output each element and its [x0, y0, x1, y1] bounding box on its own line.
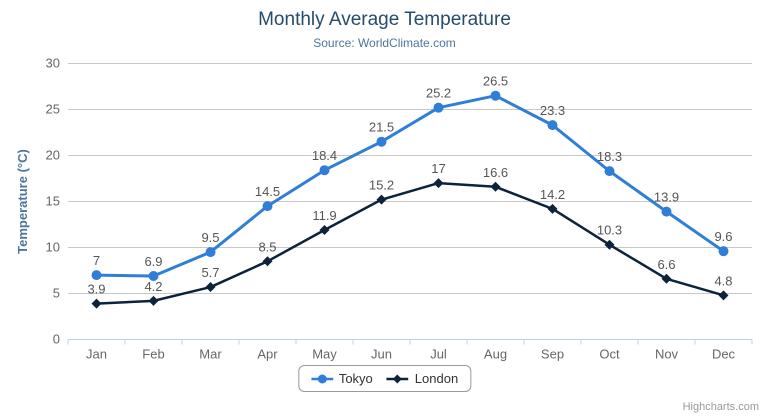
- data-label-point-tokyo-oct: 18.3: [597, 149, 622, 164]
- data-label-point-tokyo-aug: 26.5: [483, 74, 508, 89]
- point-tokyo-dec[interactable]: [718, 246, 729, 257]
- y-axis-label: 0: [53, 332, 60, 347]
- point-tokyo-may[interactable]: [319, 165, 330, 176]
- point-london-jun[interactable]: [376, 194, 387, 205]
- point-london-oct[interactable]: [604, 239, 615, 250]
- data-label-point-london-jul: 17: [431, 161, 445, 176]
- data-label-point-tokyo-sep: 23.3: [540, 103, 565, 118]
- data-label-point-london-may: 11.9: [312, 208, 336, 223]
- point-london-jan[interactable]: [91, 298, 102, 309]
- point-london-apr[interactable]: [262, 256, 273, 267]
- y-axis-label: 10: [46, 240, 60, 255]
- x-axis-label-sep: Sep: [541, 347, 564, 362]
- tokyo-series-marker-icon: [310, 373, 333, 385]
- y-axis-label: 15: [46, 194, 60, 209]
- point-tokyo-aug[interactable]: [490, 90, 501, 101]
- x-axis-label-jul: Jul: [430, 347, 447, 362]
- point-tokyo-jun[interactable]: [376, 136, 387, 147]
- point-london-feb[interactable]: [148, 295, 159, 306]
- point-london-jul[interactable]: [433, 178, 444, 189]
- series-london: 3.9 4.2 5.7 8.5 11.9 15.2 17 16.6 14.2 10.3 6.6 4.8: [87, 161, 733, 309]
- y-axis-labels: 0 5 10 15 20 25 30: [46, 56, 60, 347]
- point-london-nov[interactable]: [661, 273, 672, 284]
- data-label-point-tokyo-mar: 9.5: [201, 230, 219, 245]
- point-tokyo-oct[interactable]: [604, 166, 615, 177]
- x-axis-label-nov: Nov: [655, 347, 679, 362]
- data-label-point-tokyo-dec: 9.6: [714, 229, 732, 244]
- data-label-point-tokyo-jan: 7: [93, 253, 100, 268]
- y-axis-title: Temperature (°C): [15, 149, 30, 254]
- x-axis-label-apr: Apr: [257, 347, 278, 362]
- data-label-point-london-feb: 4.2: [144, 279, 162, 294]
- chart-subtitle: Source: WorldClimate.com: [313, 36, 456, 50]
- point-london-dec[interactable]: [718, 290, 729, 301]
- y-axis-label: 20: [46, 148, 60, 163]
- x-axis-label-dec: Dec: [712, 347, 736, 362]
- point-london-mar[interactable]: [205, 282, 216, 293]
- x-axis-label-oct: Oct: [599, 347, 620, 362]
- data-label-point-london-oct: 10.3: [597, 223, 622, 238]
- credits-link[interactable]: Highcharts.com: [682, 401, 759, 413]
- data-label-point-london-sep: 14.2: [540, 187, 565, 202]
- y-axis-label: 25: [46, 102, 60, 117]
- data-label-point-london-jan: 3.9: [87, 282, 105, 297]
- point-tokyo-feb[interactable]: [148, 271, 159, 282]
- x-axis-label-jun: Jun: [371, 347, 392, 362]
- legend: Tokyo London: [297, 365, 472, 392]
- x-axis-label-aug: Aug: [484, 347, 507, 362]
- x-axis: Jan Feb Mar Apr May Jun Jul Aug Sep Oct Nov Dec: [67, 339, 753, 362]
- point-tokyo-sep[interactable]: [547, 120, 558, 131]
- data-label-point-tokyo-jul: 25.2: [426, 86, 451, 101]
- point-tokyo-jul[interactable]: [433, 102, 444, 113]
- chart-title: Monthly Average Temperature: [258, 9, 511, 30]
- data-label-point-london-nov: 6.6: [657, 257, 675, 272]
- series-tokyo: 7 6.9 9.5 14.5 18.4 21.5 25.2 26.5 23.3 18.3 13.9 9…: [91, 74, 733, 282]
- series-line-tokyo: [95, 94, 725, 278]
- point-tokyo-mar[interactable]: [205, 247, 216, 258]
- point-tokyo-nov[interactable]: [661, 206, 672, 217]
- x-axis-label-mar: Mar: [199, 347, 222, 362]
- legend-item-tokyo[interactable]: Tokyo: [310, 371, 373, 386]
- x-axis-label-jan: Jan: [86, 347, 107, 362]
- x-axis-label-feb: Feb: [142, 347, 164, 362]
- data-label-point-london-apr: 8.5: [258, 239, 276, 254]
- x-axis-label-may: May: [312, 347, 337, 362]
- data-label-point-london-dec: 4.8: [714, 273, 732, 288]
- point-london-sep[interactable]: [547, 203, 558, 214]
- data-label-point-tokyo-apr: 14.5: [255, 184, 280, 199]
- legend-label-london: London: [414, 371, 459, 386]
- data-label-point-tokyo-jun: 21.5: [369, 120, 394, 135]
- data-label-point-tokyo-feb: 6.9: [144, 254, 162, 269]
- data-label-point-tokyo-nov: 13.9: [654, 190, 679, 205]
- point-london-aug[interactable]: [490, 181, 501, 192]
- legend-item-london[interactable]: London: [386, 371, 459, 386]
- legend-label-tokyo: Tokyo: [338, 371, 373, 386]
- y-axis-label: 30: [46, 56, 60, 71]
- data-label-point-london-aug: 16.6: [483, 165, 508, 180]
- series-line-london: [95, 181, 725, 305]
- london-series-marker-icon: [386, 373, 409, 385]
- data-label-point-tokyo-may: 18.4: [312, 148, 337, 163]
- data-label-point-london-mar: 5.7: [201, 265, 219, 280]
- point-tokyo-jan[interactable]: [91, 270, 102, 281]
- point-london-may[interactable]: [319, 225, 330, 236]
- point-tokyo-apr[interactable]: [262, 201, 273, 212]
- y-gridlines: [68, 63, 752, 294]
- data-label-point-london-jun: 15.2: [369, 178, 394, 193]
- y-axis-label: 5: [53, 286, 60, 301]
